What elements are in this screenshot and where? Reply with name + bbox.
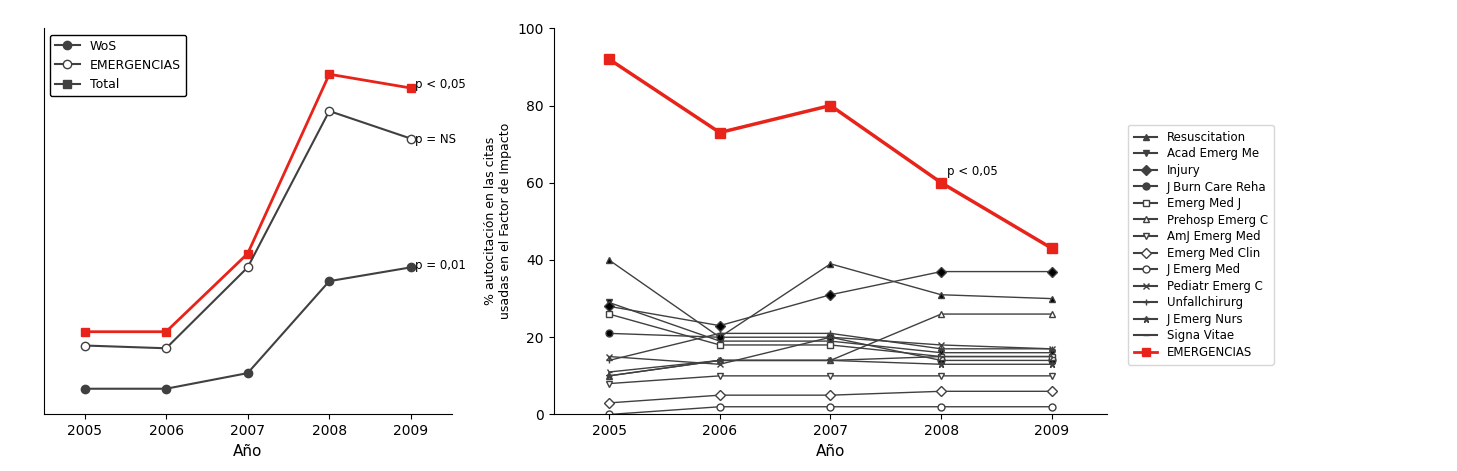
Legend: Resuscitation, Acad Emerg Me, Injury, J Burn Care Reha, Emerg Med J, Prehosp Eme: Resuscitation, Acad Emerg Me, Injury, J … — [1128, 125, 1273, 365]
X-axis label: Año: Año — [233, 444, 262, 459]
Y-axis label: % autocitación en las citas
usadas en el Factor de Impacto: % autocitación en las citas usadas en el… — [484, 123, 511, 319]
X-axis label: Año: Año — [816, 444, 845, 459]
Text: p < 0,05: p < 0,05 — [415, 78, 466, 91]
Text: p < 0,05: p < 0,05 — [947, 165, 998, 178]
Legend: WoS, EMERGENCIAS, Total: WoS, EMERGENCIAS, Total — [50, 34, 186, 96]
Text: p = 0,01: p = 0,01 — [415, 259, 466, 272]
Text: p = NS: p = NS — [415, 133, 456, 146]
